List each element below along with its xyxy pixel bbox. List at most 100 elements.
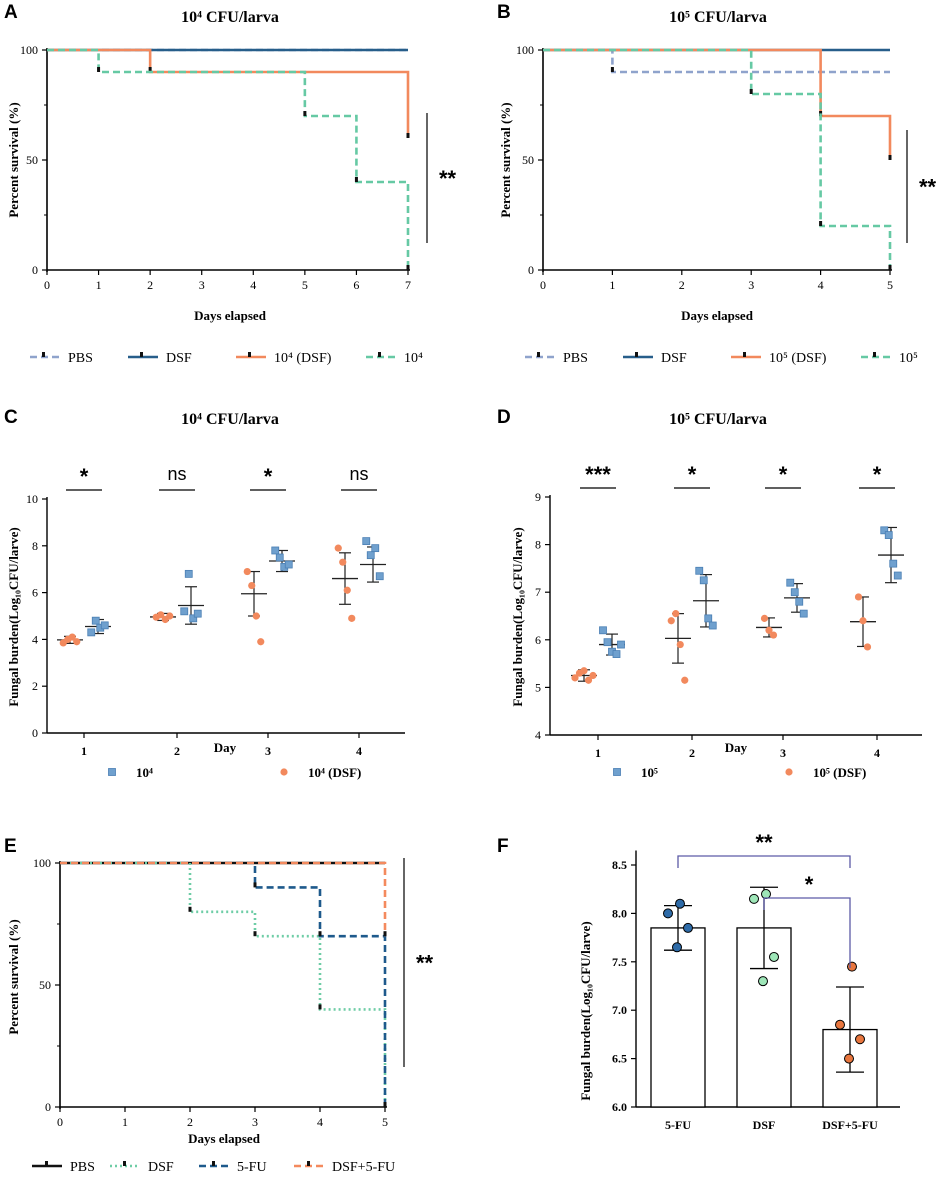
data-point-square [271,546,280,555]
data-point-square [880,526,889,535]
data-point [761,889,771,900]
data-point [844,1053,854,1064]
x-tick-label: DSF [753,1118,776,1132]
chart-b-ylabel: Percent survival (%) [498,102,513,217]
censor-mark [253,882,257,888]
data-point-circle [584,676,593,684]
significance-label: ns [349,464,368,484]
legend-censor-mark [212,1161,215,1166]
x-tick-label: 3 [265,744,271,758]
legend-square-marker [613,768,621,776]
censor-mark [888,155,892,160]
x-tick-label: 4 [250,278,256,292]
y-tick-label: 6 [32,586,38,600]
significance-bracket-dsf-combo [763,897,851,968]
data-point [749,893,759,904]
legend-label: PBS [68,351,93,366]
data-point-square [375,572,384,581]
data-point-square [189,614,198,623]
chart-e-xlabel: Days elapsed [188,1131,261,1146]
legend-censor-mark [635,352,638,357]
data-point-square [695,566,704,575]
significance-label: * [805,872,814,897]
data-point-square [275,553,284,562]
censor-mark [188,906,192,912]
x-tick-label: 1 [122,1115,128,1129]
chart-c-ylabel: Fungal burden(Log₁₀CFU/larve) [6,527,21,706]
x-tick-label: 5 [887,278,893,292]
significance-label: * [80,464,89,489]
survival-line-dsf+5fu [60,861,387,937]
data-point-circle [166,612,174,620]
data-point-circle [243,567,251,576]
data-point-circle [339,558,347,566]
data-point-circle [580,667,588,675]
data-point-square [366,551,375,560]
x-tick-label: 2 [174,744,180,758]
data-point-circle [760,614,769,622]
data-point-circle [68,633,76,641]
data-point-square [91,616,100,625]
x-tick-label: 6 [353,278,359,292]
x-tick-label: 3 [748,278,754,292]
chart-b-xlabel: Days elapsed [681,308,754,323]
x-tick-label: 5 [382,1115,388,1129]
panel-letter-a: A [4,2,18,23]
survival-line-pbs [543,48,890,74]
chart-f: 6.06.57.07.58.08.55-FU DSF DSF+5-FU*** [612,830,900,1132]
x-tick-label: 1 [96,278,102,292]
y-tick-label: 6.0 [612,1100,627,1114]
y-tick-label: 6 [535,633,541,647]
y-tick-label: 50 [522,153,534,167]
data-point-square [790,588,799,597]
data-point [835,1019,845,1030]
data-point-square [708,621,717,630]
y-tick-label: 8.0 [612,906,627,920]
data-point-square [184,569,193,578]
significance-label: * [873,462,882,487]
censor-mark [383,1102,387,1107]
legend-label: DSF [166,351,192,366]
data-point-square [795,597,804,606]
y-tick-label: 50 [39,978,51,992]
y-tick-label: 0 [32,726,38,740]
y-tick-label: 50 [26,153,38,167]
panel-letter-c: C [4,407,18,428]
x-tick-label: 3 [199,278,205,292]
data-point-circle [859,617,867,625]
y-tick-label: 4 [32,632,38,646]
chart-a-ylabel: Percent survival (%) [6,102,21,217]
survival-line-10dsf [47,48,410,138]
data-point-square [699,576,708,585]
data-point-square [87,628,96,637]
x-tick-label: 4 [818,278,824,292]
censor-mark [888,265,892,270]
y-tick-label: 2 [32,679,38,693]
legend-label: DSF [661,351,687,366]
legend-censor-mark [378,352,381,357]
significance-label: * [688,462,697,487]
x-tick-label: 2 [689,746,695,760]
x-tick-label: 0 [44,278,50,292]
legends: PBS DSF 10⁴ (DSF) 10⁴ PBS DSF 10⁵ (DSF) 10⁵ 10⁴ 1… [30,351,918,1175]
legend-censor-mark [743,352,746,357]
data-point-square [612,650,621,658]
data-point-circle [681,676,689,684]
y-tick-label: 7 [535,585,541,599]
y-tick-label: 8 [535,538,541,552]
censor-mark [303,111,307,116]
data-point-square [100,621,109,630]
y-tick-label: 7.5 [612,955,627,969]
x-tick-label: 7 [405,278,411,292]
data-point-square [284,560,293,569]
chart-d-title: 10⁵ CFU/larva [669,411,767,428]
x-tick-label: 3 [780,746,786,760]
panel-letter-e: E [4,836,17,857]
data-point-square [599,626,607,635]
data-point [663,908,673,919]
data-point-circle [589,671,597,680]
legend-censor-mark [248,352,251,357]
